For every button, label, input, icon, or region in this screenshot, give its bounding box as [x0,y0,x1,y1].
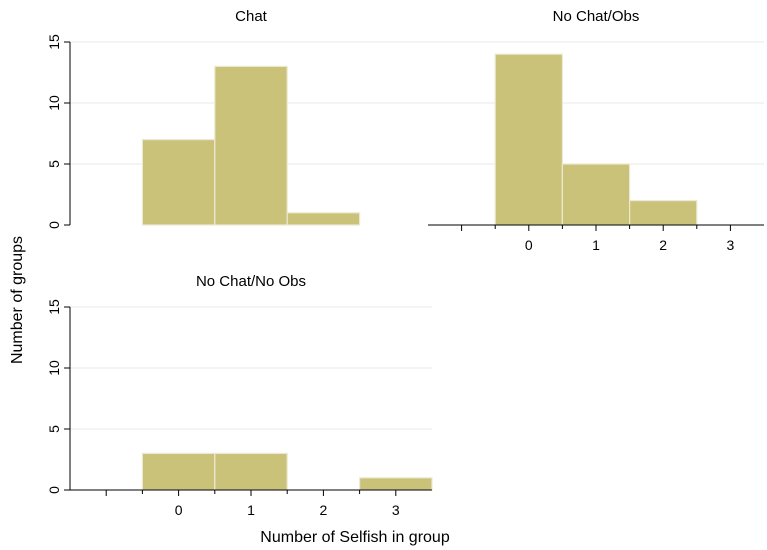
panel-3-x-tick-label: 2 [320,502,328,518]
panel-2-x-tick-label: 2 [659,237,667,253]
panel-1-bar [141,139,216,226]
panel-3-y-tick-label: 10 [46,360,62,376]
panel-3-bar [214,452,288,491]
panel-3-bar [141,452,216,491]
panel-2-bar [494,53,564,226]
panel-3-title: No Chat/No Obs [196,273,306,290]
panel-3-x-tick-label: 0 [175,502,183,518]
panel-2-x-tick-label: 1 [592,237,600,253]
panel-2-x-tick-label: 0 [525,237,533,253]
panel-3-y-tick-label: 15 [46,299,62,315]
y-axis-title: Number of groups [9,236,26,364]
x-axis-title: Number of Selfish in group [260,529,450,546]
panel-1-y-tick-label: 5 [46,160,62,168]
panel-3-bar [359,477,433,491]
panel-2-bar [561,163,631,226]
panel-1-bar [214,65,288,226]
panel-3-y-tick-label: 0 [46,486,62,494]
panel-3-x-tick-label: 3 [392,502,400,518]
panel-2-bar [628,200,698,226]
panel-1-title: Chat [235,8,268,25]
panel-3-x-tick-label: 1 [247,502,255,518]
panel-1-y-tick-label: 15 [46,34,62,50]
panel-3-y-tick-label: 5 [46,425,62,433]
panel-2-title: No Chat/Obs [553,8,640,25]
panel-1-bar [286,212,361,226]
panel-1-y-tick-label: 10 [46,95,62,111]
panel-1-y-tick-label: 0 [46,221,62,229]
panel-2-x-tick-label: 3 [727,237,735,253]
